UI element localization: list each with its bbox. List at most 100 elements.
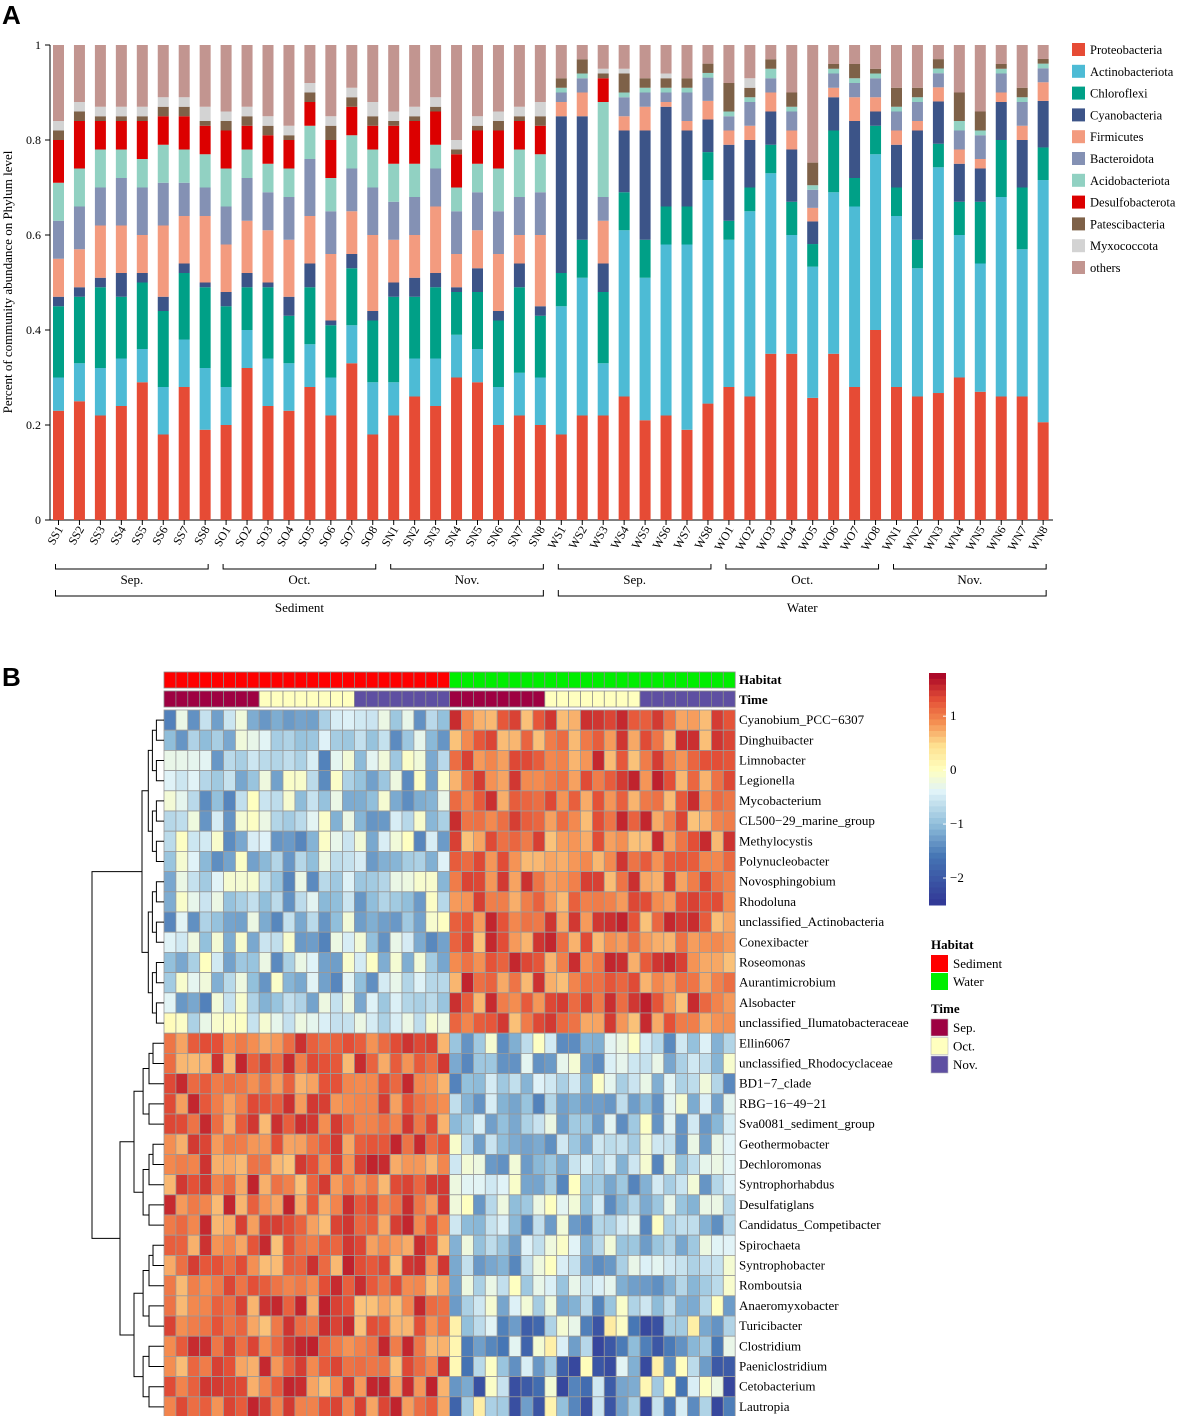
bar-segment (807, 397, 819, 520)
heatmap-cell (342, 810, 355, 832)
heatmap-cell (496, 851, 510, 873)
bar-segment (513, 149, 525, 197)
time-annotation-cell (199, 690, 212, 708)
heatmap-cell (330, 871, 343, 893)
heatmap-cell (187, 1315, 201, 1337)
bar-segment (995, 64, 1007, 69)
heatmap-cell (675, 851, 689, 873)
heatmap-cell (294, 1234, 308, 1256)
heatmap-cell (401, 1255, 415, 1277)
heatmap-cell (353, 1113, 367, 1135)
bar-segment (283, 168, 295, 197)
bar-segment (597, 45, 609, 69)
heatmap-cell (437, 810, 451, 832)
heatmap-cell (484, 1275, 498, 1297)
heatmap-cell (556, 1032, 570, 1054)
heatmap-cell (389, 1376, 403, 1398)
heatmap-cell (663, 1335, 677, 1357)
heatmap-cell (342, 851, 355, 873)
heatmap-cell (199, 770, 212, 792)
heatmap-cell (258, 851, 272, 873)
heatmap-cell (461, 1053, 474, 1075)
month-bracket (725, 564, 880, 570)
heatmap-cell (639, 972, 653, 994)
heatmap-cell (722, 1255, 736, 1277)
heatmap-cell (187, 891, 201, 913)
bar-segment (639, 92, 651, 107)
heatmap-cell (246, 1053, 260, 1075)
heatmap-cell (675, 1133, 689, 1155)
heatmap-cell (306, 891, 320, 913)
bar-segment (660, 244, 672, 416)
heatmap-cell (223, 1154, 236, 1176)
bar-segment (953, 121, 965, 131)
time-annotation-cell (627, 690, 641, 708)
heatmap-cell (592, 891, 605, 913)
heatmap-cell (496, 830, 510, 852)
bar-segment (472, 292, 483, 349)
heatmap-cell (580, 972, 593, 994)
heatmap-cell (449, 1356, 462, 1378)
heatmap-cell (342, 830, 355, 852)
heatmap-cell (282, 952, 296, 974)
heatmap-cell (163, 1113, 177, 1135)
heatmap-cell (722, 1214, 736, 1236)
bar-segment (911, 87, 923, 98)
heatmap-cell (687, 750, 700, 772)
heatmap-cell (639, 1214, 653, 1236)
heatmap-cell (330, 1073, 343, 1095)
bar-segment (639, 420, 651, 520)
heatmap-cell (580, 1295, 593, 1317)
time-annotation-cell (592, 690, 605, 708)
heatmap-cell (568, 851, 581, 873)
heatmap-cell (687, 1073, 700, 1095)
heatmap-cell (353, 992, 367, 1014)
heatmap-cell (365, 1214, 379, 1236)
heatmap-cell (318, 770, 332, 792)
heatmap-cell (246, 931, 260, 953)
heatmap-cell (556, 972, 570, 994)
heatmap-cell (234, 729, 248, 751)
heatmap-cell (234, 1032, 248, 1054)
heatmap-cell (413, 1275, 427, 1297)
heatmap-cell (532, 952, 546, 974)
color-scale-segment (929, 713, 946, 720)
heatmap-cell (699, 1214, 712, 1236)
heatmap-cell (711, 1073, 724, 1095)
bar-segment (807, 266, 819, 398)
heatmap-cell (330, 1335, 343, 1357)
heatmap-cell (687, 871, 700, 893)
heatmap-cell (294, 851, 308, 873)
heatmap-cell (615, 1053, 629, 1075)
time-annotation-cell (211, 690, 224, 708)
heatmap-cell (496, 972, 510, 994)
heatmap-cell (532, 1154, 546, 1176)
heatmap-cell (413, 709, 427, 731)
bar-segment (932, 59, 944, 69)
heatmap-cell (496, 891, 510, 913)
heatmap-cell (342, 1113, 355, 1135)
heatmap-cell (675, 931, 689, 953)
time-annotation-cell (246, 690, 260, 708)
heatmap-cell (663, 972, 677, 994)
heatmap-cell (270, 891, 284, 913)
bar-segment (597, 415, 609, 520)
heatmap-cell (472, 992, 486, 1014)
bar-segment (346, 325, 358, 364)
heatmap-cell (330, 1275, 343, 1297)
heatmap-cell (449, 1396, 462, 1416)
heatmap-cell (234, 1376, 248, 1398)
heatmap-cell (353, 830, 367, 852)
heatmap-cell (258, 1053, 272, 1075)
heatmap-cell (544, 1073, 558, 1095)
heatmap-cell (484, 1255, 498, 1277)
heatmap-cell (496, 1113, 510, 1135)
heatmap-cell (401, 1133, 415, 1155)
bar-segment (891, 187, 902, 216)
heatmap-cell (496, 1275, 510, 1297)
heatmap-cell (353, 1255, 367, 1277)
heatmap-cell (711, 1093, 724, 1115)
heatmap-cell (556, 1133, 570, 1155)
heatmap-cell (675, 952, 689, 974)
heatmap-cell (711, 1133, 724, 1155)
